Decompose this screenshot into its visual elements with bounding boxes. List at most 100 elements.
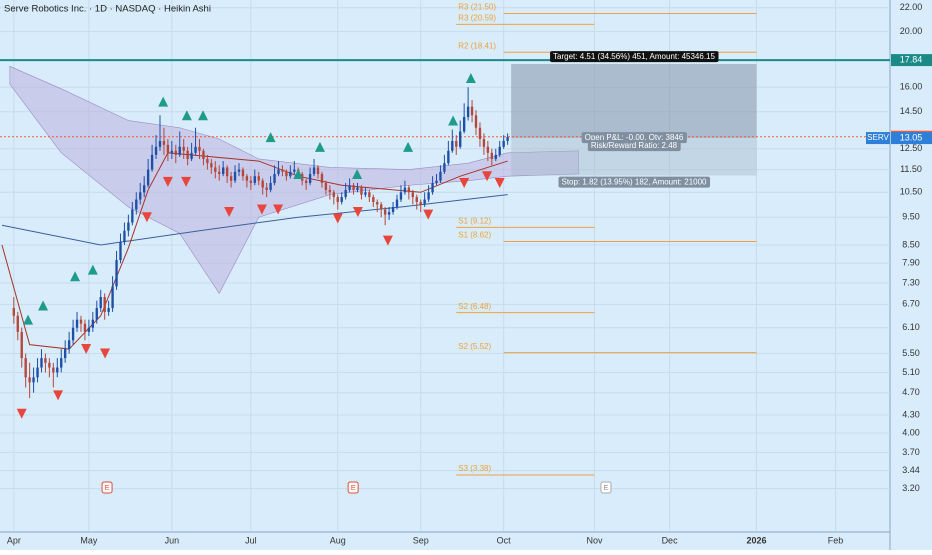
- sell-signal: [494, 177, 505, 188]
- candle-body: [360, 187, 363, 195]
- y-tick-label: 6.70: [902, 299, 920, 309]
- candle-body: [99, 296, 102, 309]
- candle-body: [111, 286, 114, 309]
- position-label: Risk/Reward Ratio: 2.48: [591, 141, 678, 150]
- candle-body: [364, 192, 367, 195]
- sell-signal: [16, 408, 27, 419]
- candle-body: [214, 167, 217, 172]
- target-zone: [511, 64, 757, 139]
- symbol-label: SERV: [867, 133, 889, 142]
- y-tick-label: 4.30: [902, 409, 920, 419]
- candle-body: [462, 116, 466, 132]
- y-tick-label: 4.70: [902, 387, 920, 397]
- y-tick-label: 12.50: [900, 143, 923, 153]
- candle-body: [190, 152, 193, 159]
- candle-body: [372, 197, 375, 202]
- y-tick-label: 16.00: [900, 82, 923, 92]
- candle-body: [182, 146, 185, 151]
- earnings-label: E: [105, 485, 110, 492]
- sell-signal: [273, 204, 284, 215]
- candle-body: [285, 171, 288, 177]
- x-tick-label: Dec: [662, 535, 679, 545]
- price-tag-label: 17.84: [900, 54, 923, 64]
- candle-body: [470, 106, 474, 116]
- buy-signal: [70, 271, 81, 282]
- candle-body: [143, 185, 146, 193]
- y-tick-label: 6.10: [902, 322, 920, 332]
- candle-body: [52, 367, 55, 373]
- candle-body: [20, 331, 23, 359]
- candle-body: [399, 192, 403, 200]
- candle-body: [383, 209, 387, 215]
- candle-body: [506, 137, 509, 141]
- candle-body: [395, 199, 399, 207]
- candle-body: [273, 173, 276, 183]
- candle-body: [206, 158, 209, 164]
- candle-body: [178, 146, 181, 155]
- y-tick-label: 3.70: [902, 447, 920, 457]
- candle-body: [380, 204, 383, 210]
- candle-body: [478, 127, 482, 140]
- candle-body: [139, 192, 142, 200]
- buy-signal: [23, 314, 34, 325]
- pivot-label: R2 (18.41): [458, 41, 496, 50]
- candle-body: [166, 144, 170, 153]
- y-tick-label: 3.20: [902, 483, 920, 493]
- candle-body: [328, 189, 332, 193]
- price-tag: [891, 54, 932, 67]
- candle-body: [336, 197, 339, 202]
- candle-body: [320, 173, 324, 183]
- candle-body: [241, 169, 245, 177]
- candle-body: [474, 115, 478, 128]
- x-tick-label: 2026: [746, 535, 766, 545]
- x-tick-label: Feb: [828, 535, 844, 545]
- candle-body: [340, 197, 343, 202]
- pivot-label: S2 (6.48): [458, 302, 491, 311]
- price-tag: [891, 132, 932, 145]
- sell-signal: [224, 207, 235, 218]
- candle-body: [455, 140, 458, 147]
- candle-body: [198, 146, 201, 151]
- candle-body: [135, 199, 138, 210]
- candle-body: [91, 319, 95, 328]
- candle-body: [376, 201, 379, 205]
- earnings-box: [101, 481, 113, 494]
- buy-signal: [265, 132, 276, 143]
- candle-body: [154, 146, 158, 155]
- chart-title: Serve Robotics Inc. · 1D · NASDAQ · Heik…: [4, 4, 211, 15]
- candle-body: [79, 319, 83, 324]
- pivot-label: S3 (3.38): [458, 464, 491, 473]
- candle-body: [415, 197, 418, 202]
- earnings-label: E: [351, 485, 356, 492]
- candle-body: [451, 140, 454, 151]
- x-tick-label: Sep: [413, 535, 429, 545]
- candle-body: [502, 140, 505, 147]
- sell-signal: [423, 209, 434, 220]
- candle-body: [67, 340, 71, 350]
- sell-signal: [482, 171, 493, 182]
- axis-background: [0, 532, 890, 550]
- candle-body: [253, 176, 256, 183]
- y-tick-label: 22.00: [900, 2, 923, 12]
- candle-body: [40, 358, 43, 368]
- candle-body: [48, 362, 51, 368]
- candle-body: [32, 377, 35, 383]
- x-tick-label: Oct: [497, 535, 512, 545]
- layers: 22.00 20.00 16.00 14.50 12.50 11.50 10.50 9.50 8…: [0, 2, 932, 545]
- sell-signal: [81, 344, 92, 355]
- earnings-box: [600, 481, 612, 494]
- candle-body: [24, 358, 27, 378]
- position-label: Open P&L: -0.00, Qty: 3846: [585, 133, 684, 142]
- buy-signal: [181, 110, 192, 121]
- candle-body: [245, 176, 249, 181]
- candle-body: [56, 367, 59, 373]
- candle-body: [387, 212, 391, 215]
- buy-signal: [465, 73, 476, 84]
- candle-body: [443, 163, 446, 172]
- sell-signal: [162, 176, 173, 187]
- sell-signal: [141, 212, 152, 223]
- candle-body: [498, 146, 501, 155]
- candle-body: [459, 131, 462, 147]
- buy-signal: [352, 168, 363, 179]
